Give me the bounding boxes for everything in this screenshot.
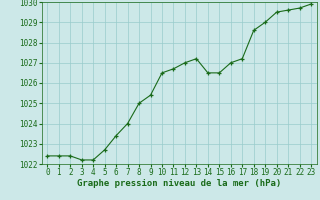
X-axis label: Graphe pression niveau de la mer (hPa): Graphe pression niveau de la mer (hPa) — [77, 179, 281, 188]
